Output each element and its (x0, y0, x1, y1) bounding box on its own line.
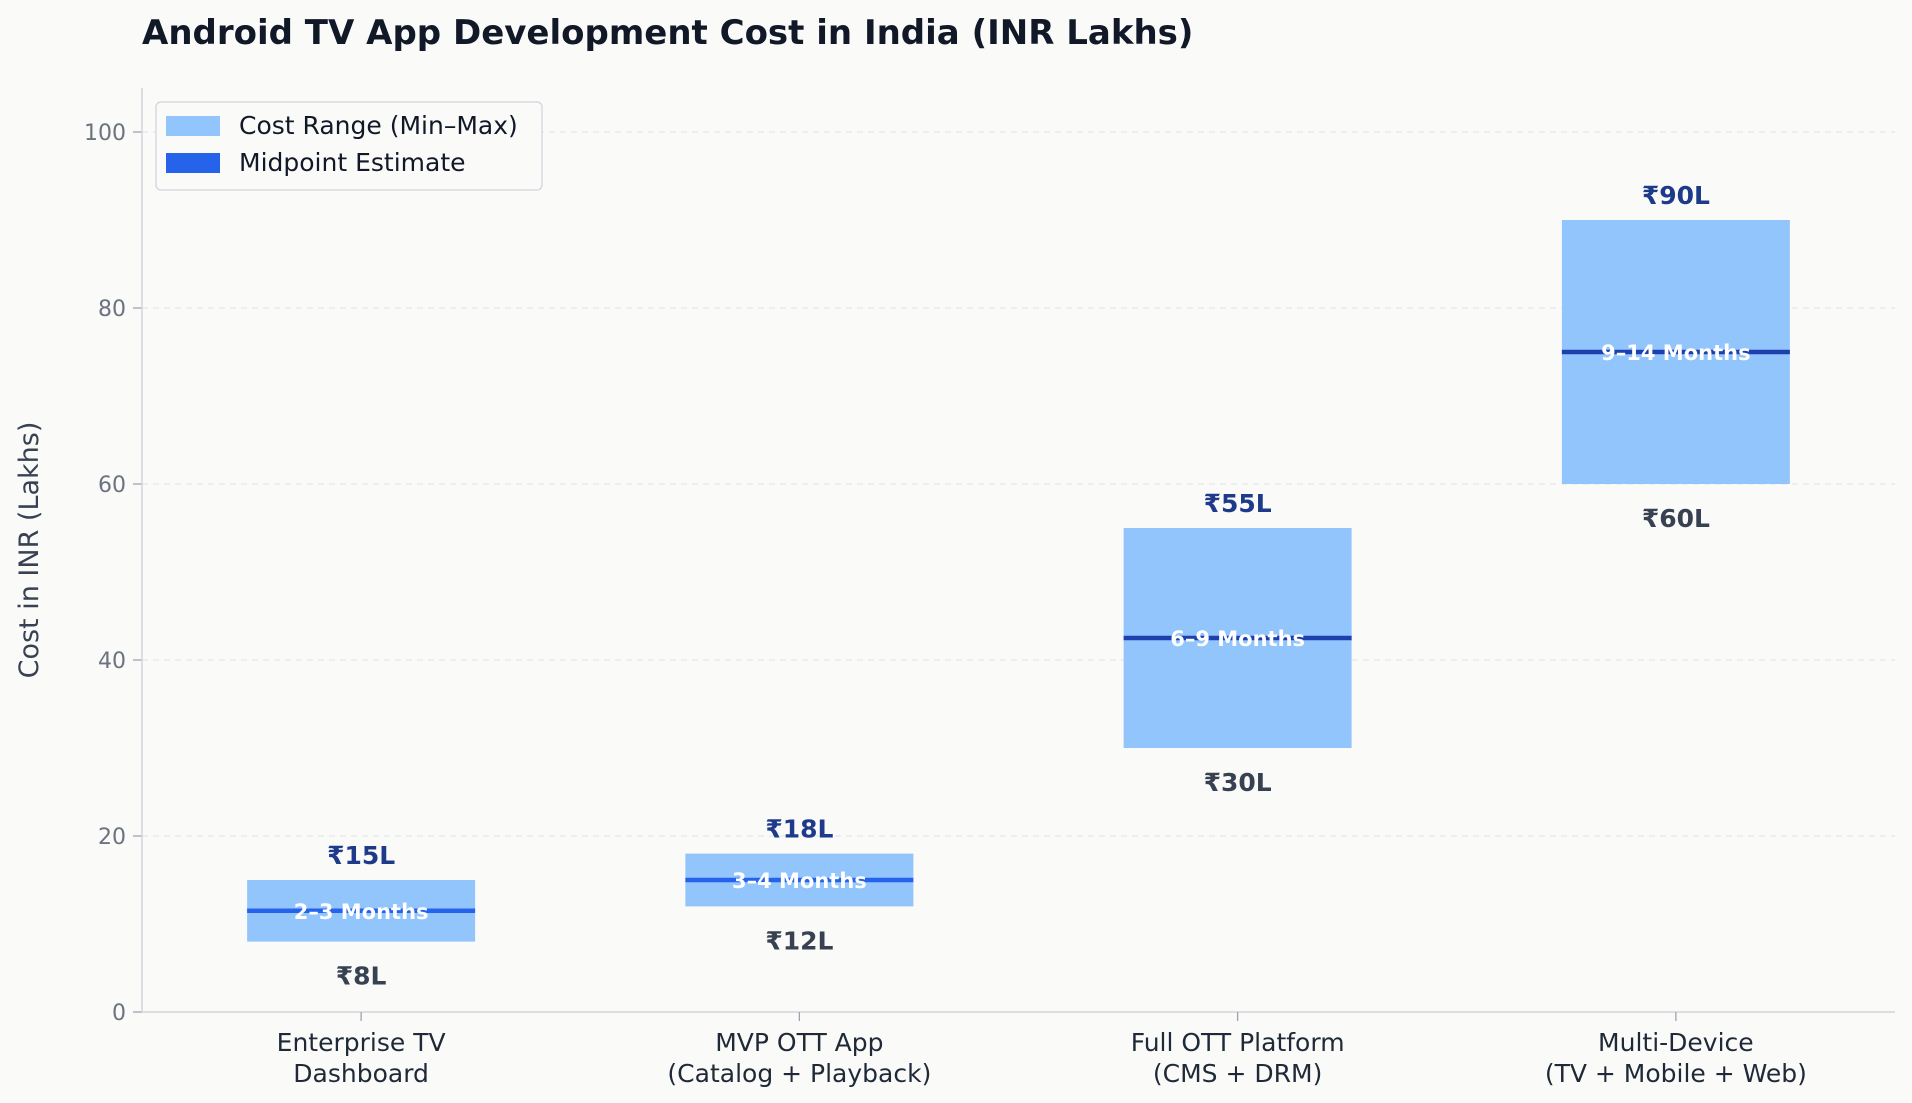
x-tick-label: (TV + Mobile + Web) (1545, 1059, 1807, 1088)
min-label: ₹60L (1642, 504, 1710, 533)
x-tick-label: (CMS + DRM) (1153, 1059, 1322, 1088)
chart-title: Android TV App Development Cost in India… (142, 13, 1193, 53)
x-tick-label: MVP OTT App (715, 1028, 883, 1057)
x-tick-label: Enterprise TV (277, 1028, 446, 1057)
y-tick-label: 20 (98, 825, 126, 850)
y-tick-label: 40 (98, 649, 126, 674)
y-tick-label: 80 (98, 297, 126, 322)
max-label: ₹90L (1642, 181, 1710, 210)
legend: Cost Range (Min–Max) Midpoint Estimate (155, 101, 543, 191)
min-label: ₹8L (336, 962, 387, 991)
duration-label: 2–3 Months (294, 900, 429, 924)
legend-swatch (166, 153, 220, 173)
y-tick-label: 60 (98, 473, 126, 498)
max-label: ₹15L (327, 841, 395, 870)
y-axis-label: Cost in INR (Lakhs) (14, 422, 45, 679)
y-tick-label: 100 (84, 121, 126, 146)
legend-swatch (166, 116, 220, 136)
duration-label: 3–4 Months (732, 869, 867, 893)
x-tick-label: (Catalog + Playback) (667, 1059, 931, 1088)
min-label: ₹30L (1204, 768, 1272, 797)
x-tick-label: Full OTT Platform (1131, 1028, 1345, 1057)
x-tick-label: Multi-Device (1598, 1028, 1754, 1057)
duration-label: 9–14 Months (1601, 341, 1750, 365)
max-label: ₹55L (1204, 489, 1272, 518)
min-label: ₹12L (765, 926, 833, 955)
legend-entry: Cost Range (Min–Max) (239, 111, 518, 140)
value-labels: 2–3 Months ₹15L ₹8L 3–4 Months ₹18L ₹12L 6–9 M… (294, 181, 1751, 991)
legend-entry: Midpoint Estimate (239, 148, 466, 177)
max-label: ₹18L (765, 815, 833, 844)
range-bars (247, 220, 1790, 942)
y-tick-label: 0 (112, 1001, 126, 1026)
duration-label: 6–9 Months (1170, 627, 1305, 651)
legend-box (155, 101, 543, 191)
x-tick-label: Dashboard (293, 1059, 429, 1088)
